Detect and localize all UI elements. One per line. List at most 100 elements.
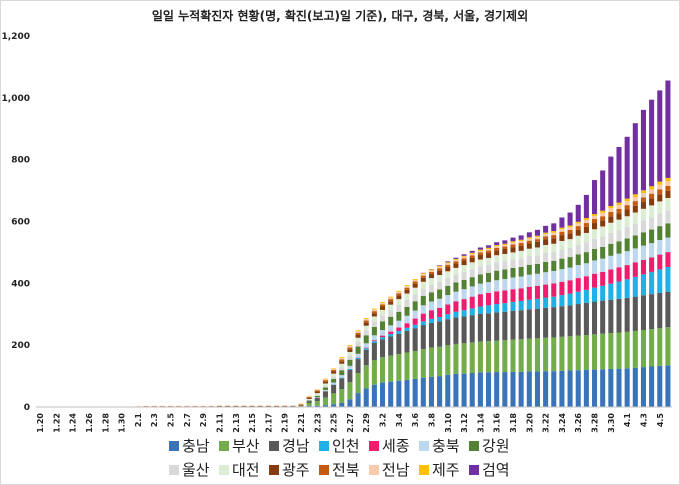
bar-segment <box>526 274 532 287</box>
bar-segment <box>624 279 630 298</box>
x-tick-label: 3.18 <box>509 413 518 433</box>
bar-segment <box>616 205 622 209</box>
bar-segment <box>575 223 581 227</box>
bar-segment <box>404 289 410 294</box>
bar-segment <box>534 236 540 240</box>
bar-segment <box>355 359 361 373</box>
bar-segment <box>469 308 475 316</box>
bar-segment <box>339 357 345 359</box>
bar-segment <box>453 263 459 268</box>
bar-segment <box>420 349 426 378</box>
bar-segment <box>233 406 239 407</box>
legend-label: 세종 <box>382 437 410 455</box>
bar-segment <box>518 276 524 289</box>
bar-segment <box>632 330 638 368</box>
bar-segment <box>600 212 606 217</box>
bar-segment <box>502 372 508 407</box>
legend-label: 울산 <box>182 461 210 479</box>
legend-label: 광주 <box>282 461 310 479</box>
bar-segment <box>640 197 646 203</box>
bar-segment <box>551 283 557 297</box>
legend-label: 검역 <box>482 461 510 479</box>
bar-segment <box>583 302 589 335</box>
bar-segment <box>551 232 557 236</box>
bar-segment <box>494 270 500 281</box>
bar-segment <box>461 258 467 261</box>
legend-label: 충남 <box>182 437 210 455</box>
bar-segment <box>306 398 312 400</box>
bar-segment <box>314 393 320 395</box>
bar-segment <box>494 262 500 271</box>
bar-segment <box>445 304 451 315</box>
bar-segment <box>665 198 671 211</box>
bar-segment <box>477 247 483 250</box>
legend-swatch <box>369 441 379 451</box>
legend-swatch <box>169 441 179 451</box>
bar-segment <box>632 197 638 202</box>
x-tick-label: 3.8 <box>427 413 436 428</box>
bar-segment <box>518 310 524 340</box>
bar-segment <box>649 294 655 330</box>
legend-label: 전북 <box>332 461 360 479</box>
bar-segment <box>543 225 549 233</box>
bar-segment <box>608 216 614 223</box>
bar-segment <box>649 366 655 407</box>
x-tick-label: 4.1 <box>623 413 632 428</box>
bar-segment <box>461 260 467 266</box>
bar-segment <box>526 338 532 372</box>
bar-segment <box>404 352 410 380</box>
y-tick-label: 800 <box>11 156 30 166</box>
bar-segment <box>477 313 483 342</box>
bar-segment <box>445 266 451 272</box>
bar-segment <box>363 318 369 321</box>
bar-segment <box>649 99 655 187</box>
bar-segment <box>600 333 606 370</box>
bar-segment <box>371 316 377 322</box>
bar-segment <box>567 305 573 337</box>
bar-segment <box>600 285 606 301</box>
y-tick-label: 200 <box>11 341 30 351</box>
bar-segment <box>404 327 410 331</box>
bar-segment <box>665 181 671 186</box>
bar-segment <box>526 232 532 238</box>
bar-segment <box>453 257 459 259</box>
bar-segment <box>600 220 606 227</box>
bar-segment <box>657 254 663 270</box>
bar-segment <box>608 283 614 300</box>
bar-segment <box>494 291 500 305</box>
bar-segment <box>396 299 402 305</box>
bar-segment <box>502 340 508 373</box>
bar-segment <box>347 345 353 347</box>
bar-segment <box>657 226 663 241</box>
bar-segment <box>339 378 345 390</box>
bar-segment <box>486 247 492 250</box>
bar-segment <box>665 327 671 366</box>
bar-segment <box>396 333 402 355</box>
bar-segment <box>314 389 320 391</box>
bar-segment <box>453 311 459 318</box>
bar-segment <box>477 249 483 251</box>
bar-segment <box>347 369 353 383</box>
bar-segment <box>445 295 451 305</box>
bar-segment <box>600 216 606 221</box>
bar-segment <box>453 291 459 302</box>
bar-segment <box>559 235 565 241</box>
bar-segment <box>347 368 353 370</box>
bar-segment <box>306 396 312 398</box>
bar-segment <box>437 307 443 318</box>
bar-segment <box>510 237 516 242</box>
bar-segment <box>543 284 549 298</box>
bar-segment <box>518 242 524 246</box>
bar-segment <box>216 406 222 407</box>
bar-segment <box>575 278 581 292</box>
bar-segment <box>592 238 598 250</box>
bar-segment <box>420 325 426 350</box>
bar-segment <box>494 340 500 373</box>
bar-segment <box>322 381 328 384</box>
bar-segment <box>665 365 671 407</box>
bar-segment <box>494 242 500 245</box>
bar-segment <box>380 304 386 307</box>
bar-segment <box>437 281 443 290</box>
bar-segment <box>592 223 598 230</box>
bar-segment <box>469 277 475 287</box>
